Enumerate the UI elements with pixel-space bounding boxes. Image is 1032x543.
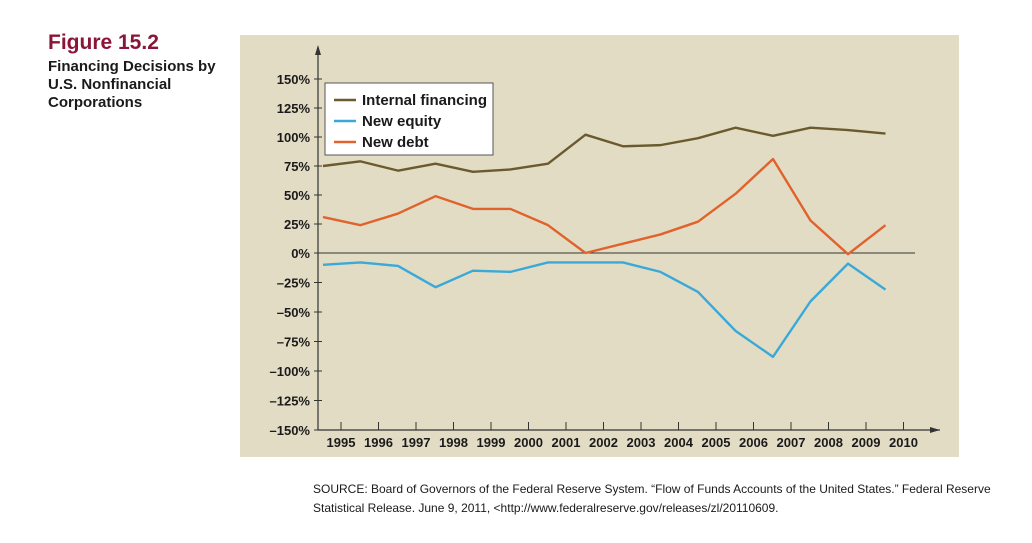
y-tick-label: –100% [270, 364, 311, 379]
x-tick-label: 1999 [477, 435, 506, 450]
x-tick-label: 2004 [664, 435, 694, 450]
internal-financing-line [322, 126, 886, 174]
series-lines [322, 126, 887, 359]
x-tick-label: 2009 [852, 435, 881, 450]
figure-number: Figure 15.2 [48, 31, 159, 54]
x-tick-label: 2002 [589, 435, 618, 450]
legend: Internal financing New equity New debt [324, 82, 494, 156]
x-tick-label: 1997 [402, 435, 431, 450]
new-debt-line [322, 157, 887, 256]
source-note: SOURCE: Board of Governors of the Federa… [313, 482, 991, 515]
y-tick-label: 25% [284, 217, 310, 232]
new-equity-legend-label: New equity [362, 113, 442, 130]
new-equity-line [322, 261, 887, 359]
new-debt-legend-label: New debt [362, 134, 429, 151]
x-tick-label: 2008 [814, 435, 843, 450]
y-tick-label: –75% [277, 335, 311, 350]
y-tick-label: 50% [284, 188, 310, 203]
y-tick-label: 150% [277, 72, 311, 87]
x-axis-ticks: 1995 1996 1997 1998 1999 2000 2001 2002 2003 2004… [327, 422, 918, 450]
y-axis-ticks: 150% 125% 100% 75% 50% 25% 0% –25% –50% –75% –100%… [270, 72, 322, 438]
internal-financing-legend-label: Internal financing [362, 92, 487, 109]
y-axis-arrow [315, 45, 321, 55]
x-tick-label: 2000 [514, 435, 543, 450]
line-chart: 150% 125% 100% 75% 50% 25% 0% –25% –50% –75% –100%… [270, 45, 940, 450]
y-tick-label: –50% [277, 305, 311, 320]
x-tick-label: 1998 [439, 435, 468, 450]
figure-title: Financing Decisions by U.S. Nonfinancial… [48, 58, 216, 111]
y-tick-label: 0% [291, 246, 310, 261]
y-tick-label: 75% [284, 159, 310, 174]
axes [315, 45, 940, 433]
x-tick-label: 2001 [552, 435, 581, 450]
figure-caption: Figure 15.2 Financing Decisions by U.S. … [48, 30, 233, 112]
y-tick-label: 100% [277, 130, 311, 145]
x-tick-label: 2005 [702, 435, 731, 450]
x-axis-arrow [930, 427, 940, 433]
x-tick-label: 2010 [889, 435, 918, 450]
x-tick-label: 2003 [627, 435, 656, 450]
x-tick-label: 2007 [777, 435, 806, 450]
x-tick-label: 1995 [327, 435, 356, 450]
y-tick-label: –125% [270, 394, 311, 409]
y-tick-label: –150% [270, 423, 311, 438]
x-tick-label: 2006 [739, 435, 768, 450]
y-tick-label: 125% [277, 101, 311, 116]
y-tick-label: –25% [277, 276, 311, 291]
x-tick-label: 1996 [364, 435, 393, 450]
